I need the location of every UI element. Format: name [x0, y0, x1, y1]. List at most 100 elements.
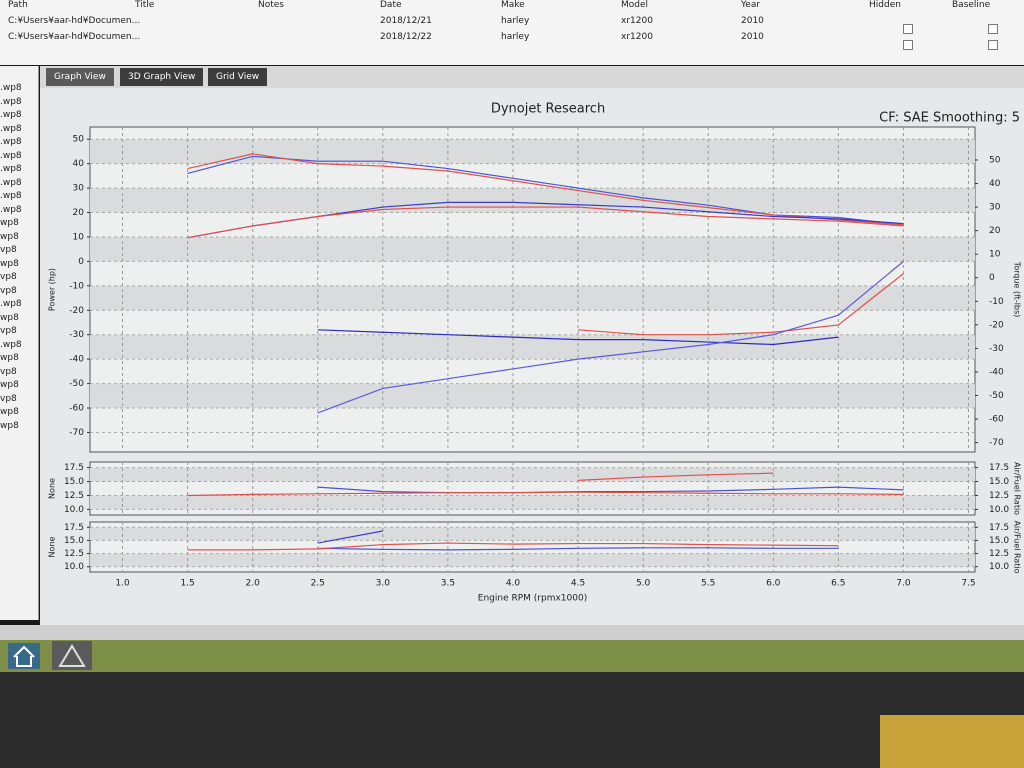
file-entry[interactable]: wp8	[0, 218, 19, 228]
run-table: Path Title Notes Date Make Model Year Hidden Bas…	[0, 0, 1024, 65]
file-entry[interactable]: wp8	[0, 258, 19, 269]
x-tick-label: 2.0	[246, 579, 261, 589]
y-tick-label: 30	[73, 184, 85, 194]
view-tab[interactable]: Graph View	[46, 68, 114, 86]
data-line	[317, 329, 839, 346]
x-tick-label: 4.5	[571, 579, 585, 589]
y-tick-label: 17.5	[64, 463, 84, 473]
grid-band	[90, 467, 975, 482]
table-cell: C:¥Users¥aar-hd¥Documen...	[8, 16, 141, 26]
column-header: Title	[135, 0, 155, 10]
y2-tick-label: -30	[989, 344, 1004, 354]
file-entry[interactable]: wp8	[0, 380, 19, 390]
chart-title: Dynojet Research	[491, 102, 605, 117]
file-entry[interactable]: wp8	[0, 353, 19, 363]
file-entry[interactable]: .wp8	[0, 164, 22, 174]
y-tick-label: 0	[78, 257, 84, 267]
data-line	[317, 547, 839, 551]
file-entry[interactable]: vp8	[0, 245, 17, 255]
table-cell: harley	[501, 16, 530, 26]
file-entry[interactable]: .wp8	[0, 137, 22, 147]
data-line	[578, 273, 904, 336]
y-tick-label: 12.5	[64, 491, 84, 501]
grid-band	[90, 139, 975, 164]
x-tick-label: 1.5	[180, 579, 194, 589]
y2-tick-label: 30	[989, 203, 1001, 213]
y-tick-label: -10	[69, 281, 84, 291]
x-tick-label: 7.5	[961, 579, 975, 589]
table-cell: xr1200	[621, 16, 653, 26]
x-tick-label: 6.0	[766, 579, 781, 589]
y-tick-label: -60	[69, 404, 84, 414]
column-header: Notes	[258, 0, 284, 10]
y2-tick-label: -20	[989, 320, 1004, 330]
y-tick-label: 10	[73, 232, 85, 242]
checkbox[interactable]	[988, 24, 998, 34]
y-tick-label: -30	[69, 330, 84, 340]
file-entry[interactable]: wp8	[0, 231, 19, 242]
data-line	[317, 486, 904, 494]
file-entry[interactable]: .wp8	[0, 177, 22, 188]
file-entry[interactable]: wp8	[0, 420, 19, 431]
y-tick-label: 10.0	[64, 505, 84, 515]
x-tick-label: 6.5	[831, 579, 845, 589]
grid-band	[90, 285, 975, 311]
view-tab[interactable]: Grid View	[208, 68, 268, 86]
background-object	[880, 715, 1024, 768]
file-entry[interactable]: vp8	[0, 272, 17, 282]
grid-band	[90, 236, 975, 262]
y-tick-label: 15.0	[64, 536, 84, 546]
file-entry[interactable]: .wp8	[0, 96, 22, 107]
file-entry[interactable]: .wp8	[0, 83, 22, 93]
column-header: Baseline	[952, 0, 991, 10]
file-entry[interactable]: wp8	[0, 407, 19, 417]
y2-tick-label: 10.0	[989, 505, 1009, 515]
y2-tick-label: 10.0	[989, 562, 1009, 572]
tab-bar: Graph View 3D Graph View Grid View	[40, 66, 1024, 88]
view-tab[interactable]: 3D Graph View	[120, 68, 204, 86]
column-header: Date	[380, 0, 402, 10]
monitor-bezel	[0, 672, 1024, 768]
y-tick-label: 15.0	[64, 477, 84, 487]
y2-tick-label: -60	[989, 415, 1004, 425]
checkbox[interactable]	[988, 40, 998, 50]
checkbox[interactable]	[903, 24, 913, 34]
file-entry[interactable]: wp8	[0, 312, 19, 323]
y-tick-label: 50	[73, 135, 85, 145]
file-entry[interactable]: .wp8	[0, 123, 22, 134]
file-entry[interactable]: .wp8	[0, 191, 22, 201]
grid-band	[90, 188, 975, 213]
grid-band	[90, 553, 975, 567]
file-entry[interactable]: vp8	[0, 366, 17, 377]
table-cell: 2010	[741, 32, 764, 42]
y2-tick-label: 15.0	[989, 477, 1009, 487]
file-entry[interactable]: .wp8	[0, 110, 22, 120]
table-cell: harley	[501, 32, 530, 42]
file-entry[interactable]: .wp8	[0, 339, 22, 350]
file-entry[interactable]: vp8	[0, 326, 17, 336]
data-line	[187, 491, 904, 497]
file-list: .wp8 .wp8 .wp8 .wp8 .wp8 .wp8 .wp8 .wp8 .wp8 .wp8…	[0, 66, 39, 620]
file-entry[interactable]: .wp8	[0, 299, 22, 309]
taskbar	[0, 640, 1024, 672]
table-cell: 2018/12/22	[380, 32, 432, 42]
y2-tick-label: 12.5	[989, 549, 1009, 559]
x-tick-label: 5.0	[636, 579, 651, 589]
y2-tick-label: 17.5	[989, 523, 1009, 533]
column-header: Year	[741, 0, 761, 10]
grid-band	[90, 527, 975, 541]
y-axis-label: Power (hp)	[48, 268, 57, 311]
y-axis-label: None	[48, 478, 57, 499]
y-tick-label: -40	[69, 355, 84, 365]
file-entry[interactable]: vp8	[0, 393, 17, 404]
file-entry[interactable]: .wp8	[0, 150, 22, 161]
checkbox[interactable]	[903, 40, 913, 50]
x-tick-label: 1.0	[115, 579, 130, 589]
file-entry[interactable]: vp8	[0, 285, 17, 296]
column-header: Make	[501, 0, 525, 10]
file-entry[interactable]: .wp8	[0, 204, 22, 215]
y-tick-label: -20	[69, 306, 84, 316]
y2-tick-label: 17.5	[989, 463, 1009, 473]
table-cell: 2010	[741, 16, 764, 26]
